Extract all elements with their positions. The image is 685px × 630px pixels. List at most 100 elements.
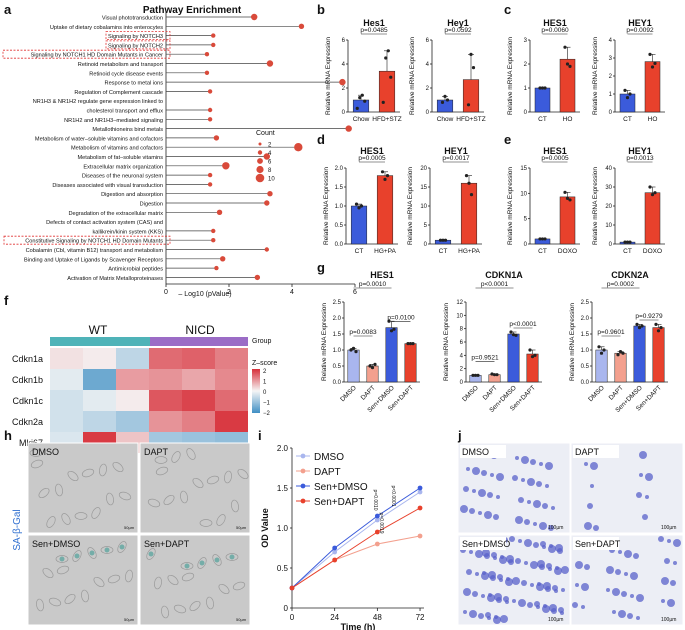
migrated-cell — [618, 610, 626, 618]
y-tick-label: 0.0 — [335, 242, 344, 248]
blue-stain-spot — [148, 551, 154, 557]
cell-outline — [206, 475, 220, 485]
chart-title: HES1 — [543, 146, 567, 156]
data-point — [509, 330, 513, 334]
panel-label-e: e — [504, 132, 511, 147]
migrated-cell — [508, 559, 514, 565]
migrated-cell — [496, 473, 504, 481]
bar-chart-g2: 0 2 4 6 8 10 12 CDKN1A Relative mRNA Expression D… — [443, 270, 542, 414]
lollipop-dot — [216, 209, 223, 215]
sa-beta-gal-label: SA-β-Gal — [12, 509, 23, 550]
migrated-cell — [490, 473, 494, 477]
cell-outline — [171, 451, 181, 463]
pathway-label: Metabolism of water–soluble vitamins and… — [35, 136, 163, 142]
cell-outline — [118, 491, 132, 501]
lollipop-dot — [207, 182, 213, 187]
y-tick-label: 2 — [460, 367, 464, 373]
series-point — [332, 557, 338, 563]
blue-stain-spot — [199, 560, 205, 566]
migrated-cell — [548, 545, 556, 553]
cell-outline — [212, 554, 222, 566]
y-tick-label: 0 — [524, 242, 528, 248]
scale-bar-label: 50µm — [236, 525, 247, 530]
series-point — [374, 517, 380, 523]
x-tick-label: HO — [648, 116, 658, 123]
migrated-cell — [530, 459, 536, 465]
cell-outline — [206, 596, 214, 610]
migrated-cell — [460, 505, 468, 513]
x-tick-label: HG+PA — [374, 248, 396, 255]
heatmap-cell — [182, 369, 215, 390]
y-tick-label: 3 — [524, 38, 528, 44]
migrated-cell — [590, 484, 594, 488]
cell-outline — [56, 565, 70, 575]
x-tick-label: CT — [439, 248, 448, 255]
p-value-label: p=0.9521 — [471, 354, 499, 361]
x-tick-label: HFD+STZ — [456, 116, 485, 123]
lollipop-dot — [220, 256, 226, 262]
panel-label-a: a — [4, 2, 12, 17]
lollipop-dot — [207, 117, 213, 122]
migrated-cell — [490, 575, 496, 581]
scale-bar-label: 100µm — [548, 525, 563, 531]
cell-outline — [93, 576, 105, 588]
heatmap-cell — [149, 411, 182, 432]
heatmap-cell — [50, 348, 83, 369]
p-value-label: p=0.0010 — [359, 281, 387, 288]
data-point — [495, 373, 499, 377]
panel-label-b: b — [317, 2, 325, 17]
data-point — [543, 237, 547, 241]
cell-outline — [154, 456, 168, 464]
panel-a-title: Pathway Enrichment — [143, 5, 242, 16]
data-point — [469, 52, 473, 57]
panel-label-f: f — [4, 293, 9, 308]
chart-title: HES1 — [370, 270, 394, 280]
pathway-label: Diseases of the neuronal system — [82, 174, 163, 180]
x-tick-label: Chow — [437, 116, 454, 123]
migrated-cell — [615, 569, 621, 575]
migrated-cell — [515, 456, 519, 460]
p-value-label: p=0.0485 — [360, 27, 388, 34]
x-tick-label: HFD+STZ — [372, 116, 401, 123]
bar — [534, 87, 551, 113]
x-tick-label: CT — [623, 248, 632, 255]
group-bar-wt — [50, 337, 150, 346]
heatmap-group-label: Group — [252, 338, 272, 345]
migrated-cell — [481, 470, 487, 476]
cell-outline — [224, 470, 232, 484]
x-tick-label: 0 — [290, 613, 295, 622]
data-point — [568, 64, 572, 68]
zscore-tick: −1 — [263, 401, 271, 407]
pathway-label: Visual phototransduction — [102, 16, 163, 22]
count-legend-title: Count — [256, 130, 275, 137]
lollipop-dot — [214, 265, 219, 271]
migrated-cell — [527, 478, 535, 486]
migrated-cell — [639, 473, 643, 477]
cell-outline — [67, 470, 79, 482]
migrated-cell — [469, 508, 475, 514]
series-point — [374, 529, 380, 535]
transwell-label: DAPT — [575, 447, 600, 457]
cell-outline — [125, 569, 133, 583]
y-tick-label: 8 — [460, 327, 464, 333]
cell-outline — [146, 548, 156, 560]
data-point — [467, 181, 471, 185]
x-tick-label: DMSO — [339, 384, 358, 403]
pathway-label: Digestion and absorption — [101, 192, 163, 198]
bar — [404, 343, 417, 383]
migrated-cell — [524, 539, 532, 547]
pathway-label: Activation of Matrix Metalloproteinases — [67, 276, 163, 282]
panel-a-x-tick-label: 2 — [227, 289, 231, 296]
bar-chart-e2: 0 10 20 30 40 HEY1 Relative mRNA Expression CT D… — [592, 146, 665, 255]
panel-f-heatmap: WT NICD Group Z–score Cdkn1a Cdkn1b Cdkn1c… — [12, 323, 277, 453]
y-tick-label: 5 — [524, 217, 528, 223]
migrated-cell — [496, 597, 502, 603]
legend-marker — [300, 483, 306, 489]
line-chart-i: 0 0.5 1.0 1.5 2.0 0 24 48 72 Time (h) OD Value DMSO… — [260, 444, 425, 630]
y-tick-label: 0 — [609, 242, 613, 248]
legend-marker — [300, 468, 306, 474]
data-point — [625, 240, 630, 244]
heatmap-cell — [182, 411, 215, 432]
migrated-cell — [551, 608, 557, 614]
migrated-cell — [542, 545, 546, 549]
